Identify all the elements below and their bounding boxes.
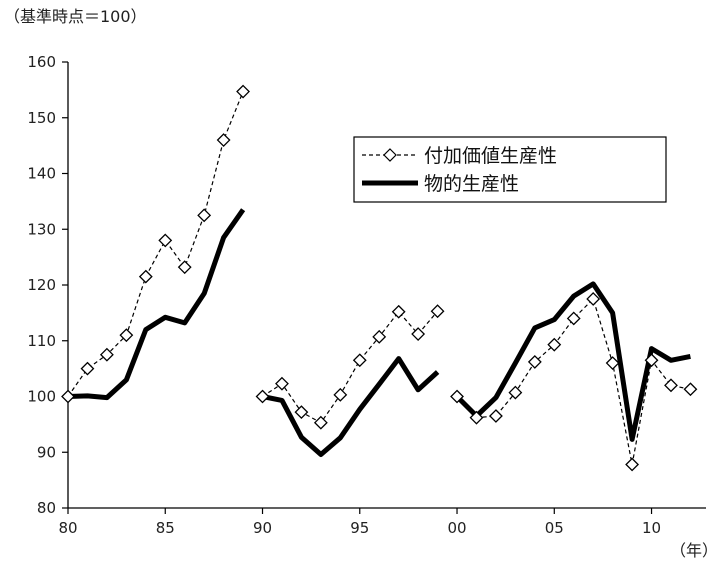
data-point-diamond — [626, 459, 638, 471]
data-point-diamond — [237, 86, 249, 98]
x-tick-label: 05 — [545, 519, 564, 537]
y-tick-label: 80 — [37, 499, 56, 517]
data-point-diamond — [354, 354, 366, 366]
y-tick-label: 140 — [27, 165, 56, 183]
y-tick-label: 90 — [37, 443, 56, 461]
x-tick-label: 00 — [447, 519, 466, 537]
data-point-diamond — [393, 306, 405, 318]
data-point-diamond — [81, 363, 93, 375]
axes: 80 90 100 110 120 130 140 150 160 80 90 95 00 05 10 85 — [27, 53, 706, 537]
x-tick-label: 80 — [58, 519, 77, 537]
y-tick-label: 120 — [27, 276, 56, 294]
y-tick-label: 130 — [27, 220, 56, 238]
x-tick-label: 10 — [642, 519, 661, 537]
data-point-diamond — [315, 417, 327, 429]
data-point-diamond — [218, 134, 230, 146]
data-point-diamond — [587, 293, 599, 305]
series-line-physical-productivity — [263, 359, 438, 455]
x-tick-label: 90 — [253, 519, 272, 537]
data-point-diamond — [665, 379, 677, 391]
x-tick-label: 85 — [156, 519, 175, 537]
data-point-diamond — [295, 406, 307, 418]
data-point-diamond — [62, 391, 74, 403]
data-point-diamond — [684, 383, 696, 395]
y-tick-label: 160 — [27, 53, 56, 71]
series-line-value-added-productivity — [68, 92, 243, 397]
y-tick-label: 110 — [27, 332, 56, 350]
data-point-diamond — [490, 410, 502, 422]
data-point-diamond — [607, 357, 619, 369]
data-point-diamond — [140, 271, 152, 283]
series-line-value-added-productivity — [263, 311, 438, 423]
data-point-diamond — [276, 378, 288, 390]
legend: 付加価値生産性 物的生産性 — [354, 137, 666, 202]
data-point-diamond — [179, 261, 191, 273]
data-point-diamond — [198, 209, 210, 221]
data-point-diamond — [568, 312, 580, 324]
data-point-diamond — [159, 234, 171, 246]
y-tick-label: 150 — [27, 109, 56, 127]
legend-label-physical-productivity: 物的生産性 — [424, 173, 519, 195]
y-tick-label: 100 — [27, 388, 56, 406]
series-line-physical-productivity — [68, 210, 243, 398]
data-point-diamond — [257, 391, 269, 403]
x-axis-unit-label: （年） — [670, 541, 718, 560]
y-axis-unit-label: （基準時点＝100） — [4, 7, 147, 26]
x-tick-label: 95 — [350, 519, 369, 537]
data-point-diamond — [334, 389, 346, 401]
legend-label-value-added-productivity: 付加価値生産性 — [424, 145, 557, 167]
